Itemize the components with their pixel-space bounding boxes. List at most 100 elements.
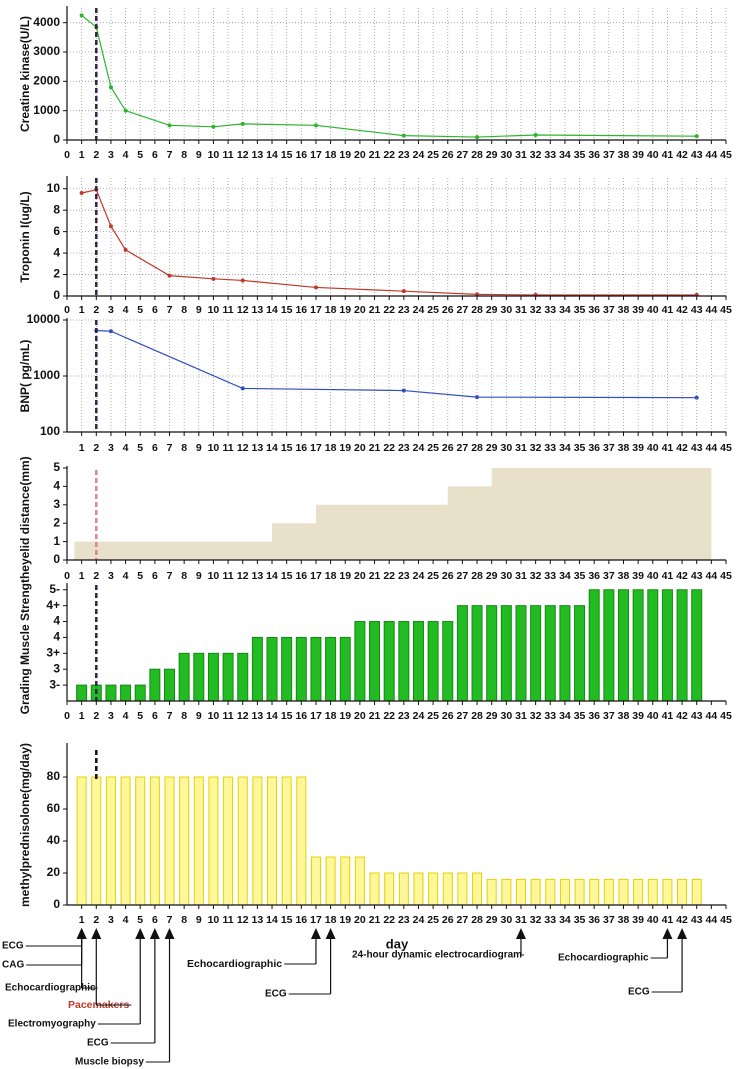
bar xyxy=(442,872,453,906)
x-tick-label: 8 xyxy=(181,710,187,722)
x-tick-label: 19 xyxy=(339,710,351,722)
x-tick-label: 15 xyxy=(281,149,293,161)
x-tick-label: 27 xyxy=(457,914,469,926)
x-tick-label: 31 xyxy=(515,442,527,454)
x-tick-label: 34 xyxy=(559,149,571,161)
arrow-head xyxy=(164,928,175,939)
bar xyxy=(237,776,248,906)
x-tick-label: 28 xyxy=(471,442,483,454)
bar xyxy=(691,878,702,906)
x-tick-label: 16 xyxy=(295,570,307,582)
x-tick-label: 41 xyxy=(662,710,674,722)
x-tick-label: 33 xyxy=(544,304,556,316)
arrow-head xyxy=(149,928,160,939)
x-tick-label: 1 xyxy=(79,442,85,454)
x-tick-label: 45 xyxy=(720,914,732,926)
x-tick-label: 40 xyxy=(647,442,659,454)
y-tick-label: 10000 xyxy=(27,312,61,326)
y-tick-label: 5- xyxy=(49,582,60,596)
x-tick-label: 40 xyxy=(647,149,659,161)
point xyxy=(167,273,172,278)
bar xyxy=(456,605,468,702)
x-tick-label: 6 xyxy=(152,914,158,926)
x-tick-label: 4 xyxy=(123,442,129,454)
x-tick-label: 28 xyxy=(471,710,483,722)
line xyxy=(81,189,697,296)
bar xyxy=(149,776,160,906)
bar xyxy=(442,621,454,702)
x-tick-label: 41 xyxy=(662,914,674,926)
point xyxy=(401,289,406,294)
x-tick-label: 45 xyxy=(720,149,732,161)
y-tick-label: 4 xyxy=(53,245,60,259)
x-tick-label: 44 xyxy=(706,442,718,454)
bar xyxy=(149,668,161,702)
x-tick-label: 7 xyxy=(167,442,173,454)
x-tick-label: 24 xyxy=(413,914,425,926)
x-tick-label: 13 xyxy=(252,570,264,582)
point xyxy=(240,278,245,283)
area xyxy=(74,468,712,560)
x-tick-label: 38 xyxy=(618,149,630,161)
x-tick-label: 10 xyxy=(208,710,220,722)
point xyxy=(401,388,406,393)
x-tick-label: 8 xyxy=(181,442,187,454)
point xyxy=(475,292,480,297)
x-tick-label: 42 xyxy=(676,914,688,926)
bar xyxy=(662,878,673,906)
event-label: ECG xyxy=(265,989,287,1000)
point xyxy=(240,121,245,126)
y-tick-label: 80 xyxy=(47,769,61,783)
x-tick-label: 35 xyxy=(574,710,586,722)
x-tick-label: 41 xyxy=(662,149,674,161)
bar xyxy=(340,856,351,906)
bar xyxy=(325,856,336,906)
x-tick-label: 41 xyxy=(662,570,674,582)
x-tick-label: 44 xyxy=(706,304,718,316)
x-tick-label: 2 xyxy=(93,710,99,722)
x-tick-label: 8 xyxy=(181,914,187,926)
x-tick-label: 36 xyxy=(588,570,600,582)
bar xyxy=(398,621,410,702)
x-tick-label: 43 xyxy=(691,442,703,454)
x-tick-label: 31 xyxy=(515,570,527,582)
x-tick-label: 37 xyxy=(603,304,615,316)
bar xyxy=(281,776,292,906)
x-tick-label: 3 xyxy=(108,914,114,926)
x-tick-label: 19 xyxy=(339,304,351,316)
x-tick-label: 12 xyxy=(237,442,249,454)
x-tick-label: 37 xyxy=(603,149,615,161)
x-tick-label: 16 xyxy=(295,710,307,722)
y-tick-label: 4 xyxy=(53,630,60,644)
x-tick-label: 13 xyxy=(252,914,264,926)
bar xyxy=(134,684,146,702)
x-tick-label: 32 xyxy=(530,149,542,161)
x-tick-label: 31 xyxy=(515,710,527,722)
x-tick-label: 7 xyxy=(167,570,173,582)
bar xyxy=(471,605,483,702)
bar xyxy=(208,776,219,906)
x-tick-label: 26 xyxy=(442,149,454,161)
x-tick-label: 22 xyxy=(383,149,395,161)
bar xyxy=(691,589,703,702)
arrow-head xyxy=(310,928,321,939)
x-tick-label: 17 xyxy=(310,914,322,926)
y-tick-label: 2 xyxy=(53,515,60,529)
x-tick-label: 1 xyxy=(79,304,85,316)
x-tick-label: 44 xyxy=(706,914,718,926)
x-tick-label: 36 xyxy=(588,442,600,454)
x-tick-label: 38 xyxy=(618,570,630,582)
x-tick-label: 18 xyxy=(325,710,337,722)
x-tick-label: 37 xyxy=(603,710,615,722)
event-label: CAG xyxy=(2,960,24,971)
x-tick-label: 13 xyxy=(252,710,264,722)
x-tick-label: 35 xyxy=(574,304,586,316)
bar xyxy=(589,878,600,906)
x-tick-label: 38 xyxy=(618,710,630,722)
bar xyxy=(310,636,322,702)
bar xyxy=(515,878,526,906)
x-tick-label: 23 xyxy=(398,149,410,161)
bar xyxy=(76,776,87,906)
x-tick-label: 0 xyxy=(64,304,70,316)
x-tick-label: 17 xyxy=(310,149,322,161)
